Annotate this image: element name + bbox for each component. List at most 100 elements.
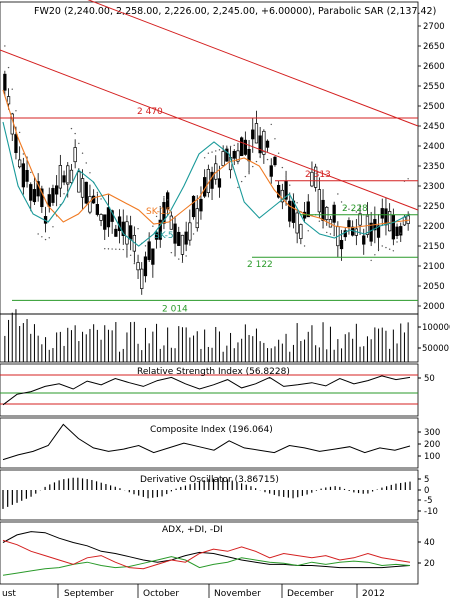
price-candles bbox=[3, 70, 410, 295]
sar-dot bbox=[385, 246, 387, 249]
price-y-tick-label: 2150 bbox=[423, 242, 445, 252]
candle-up bbox=[80, 178, 85, 198]
moving-average-line bbox=[2, 121, 411, 247]
sar-dot bbox=[326, 231, 328, 234]
sar-dot bbox=[400, 232, 402, 234]
moving-average-line bbox=[2, 89, 411, 229]
candle-down bbox=[232, 150, 236, 159]
sar-dot bbox=[126, 248, 128, 251]
sar-dot bbox=[129, 254, 132, 256]
candle-down bbox=[84, 181, 88, 204]
sar-dot bbox=[30, 171, 32, 174]
candle-down bbox=[158, 219, 162, 240]
candle-down bbox=[380, 208, 384, 219]
sar-dot bbox=[144, 245, 147, 247]
candle-down bbox=[199, 198, 203, 212]
price-level-label: 2 228 bbox=[342, 204, 368, 214]
sar-dot bbox=[85, 162, 87, 164]
derivative-tick-label-0: 0 bbox=[424, 486, 429, 496]
sar-dot bbox=[307, 230, 309, 232]
candle-up bbox=[188, 222, 192, 241]
candle-down bbox=[391, 214, 395, 240]
rsi-line bbox=[2, 375, 411, 406]
sar-dot bbox=[115, 248, 117, 250]
candle-up bbox=[169, 215, 173, 230]
sar-dot bbox=[211, 151, 213, 153]
candle-up bbox=[299, 224, 303, 239]
candle-down bbox=[347, 220, 351, 228]
candle-down bbox=[3, 73, 7, 91]
candle-down bbox=[92, 195, 96, 204]
price-y-tick-label: 2350 bbox=[423, 162, 445, 172]
price-y-tick-label: 2100 bbox=[423, 262, 445, 272]
sar-dot bbox=[48, 237, 50, 239]
sar-dot bbox=[189, 244, 191, 246]
sar-dot bbox=[277, 152, 280, 154]
price-level-label: 2 014 bbox=[162, 304, 188, 314]
sar-dot bbox=[374, 254, 376, 256]
sar-dot bbox=[178, 258, 180, 260]
candle-down bbox=[225, 148, 229, 162]
candle-down bbox=[32, 189, 37, 203]
candle-up bbox=[254, 123, 259, 144]
price-trendline bbox=[87, 0, 419, 127]
candle-up bbox=[221, 151, 225, 166]
sar-dot bbox=[259, 155, 261, 158]
candle-down bbox=[399, 226, 403, 236]
candle-down bbox=[217, 178, 222, 188]
sar-dot bbox=[322, 226, 324, 229]
sar-dot bbox=[192, 233, 195, 235]
sar-dot bbox=[366, 215, 369, 217]
sar-dot bbox=[359, 212, 361, 215]
composite-tick-label-100: 100 bbox=[424, 452, 440, 462]
sar-dot bbox=[78, 142, 80, 145]
price-annotations: 2 470 2 313 2 228 2 122 2 014 bbox=[137, 107, 368, 314]
candle-up bbox=[99, 214, 103, 221]
price-level-label: 2 122 bbox=[247, 260, 273, 270]
x-axis: ust September October November December … bbox=[2, 584, 385, 599]
sar-dot bbox=[396, 241, 398, 243]
candle-down bbox=[47, 194, 51, 207]
sar-dot bbox=[248, 170, 250, 173]
candle-down bbox=[321, 199, 325, 221]
price-title: FW20 (2,240.00, 2,258.00, 2,226.00, 2,24… bbox=[34, 6, 436, 17]
candle-down bbox=[251, 129, 255, 140]
series-label-sk15: SK-15 bbox=[146, 207, 171, 217]
x-tick-label-august: ust bbox=[2, 589, 16, 599]
candle-down bbox=[154, 232, 159, 240]
candle-up bbox=[262, 130, 266, 155]
candle-down bbox=[40, 188, 44, 208]
candle-up bbox=[18, 159, 22, 168]
derivative-frame bbox=[0, 469, 419, 521]
price-y-tick-label: 2500 bbox=[423, 102, 445, 112]
sar-dot bbox=[81, 152, 84, 154]
candle-up bbox=[314, 166, 318, 188]
price-y-ticks: 2000 2050 2100 2150 2200 2250 2300 2350 2400 2450… bbox=[418, 22, 445, 312]
sar-dot bbox=[255, 160, 258, 163]
sar-dot bbox=[18, 131, 21, 134]
derivative-bars bbox=[2, 477, 411, 509]
sar-dot bbox=[22, 153, 25, 155]
series-label-sk5: SK-5 bbox=[154, 231, 174, 241]
sar-dot bbox=[74, 132, 76, 135]
sar-dot bbox=[104, 248, 106, 250]
price-y-tick-label: 2400 bbox=[423, 142, 445, 152]
x-axis-separators bbox=[57, 584, 358, 598]
volume-frame bbox=[0, 313, 419, 363]
derivative-panel: Derivative Oscillator (3.86715) 5 0 -5 -… bbox=[0, 469, 438, 521]
candle-down bbox=[25, 169, 29, 182]
plus-di-line bbox=[2, 556, 411, 576]
sar-dot bbox=[270, 123, 272, 126]
sar-dot bbox=[166, 199, 169, 201]
sar-dot bbox=[118, 248, 121, 251]
sar-dot bbox=[122, 248, 124, 251]
candle-down bbox=[36, 181, 40, 197]
sar-dot bbox=[174, 255, 176, 257]
price-y-tick-label: 2250 bbox=[423, 202, 445, 212]
composite-line bbox=[2, 423, 411, 461]
sar-dot bbox=[170, 251, 173, 254]
candle-down bbox=[95, 204, 99, 215]
candle-up bbox=[136, 262, 140, 271]
candle-down bbox=[343, 230, 347, 238]
candle-up bbox=[58, 165, 62, 189]
